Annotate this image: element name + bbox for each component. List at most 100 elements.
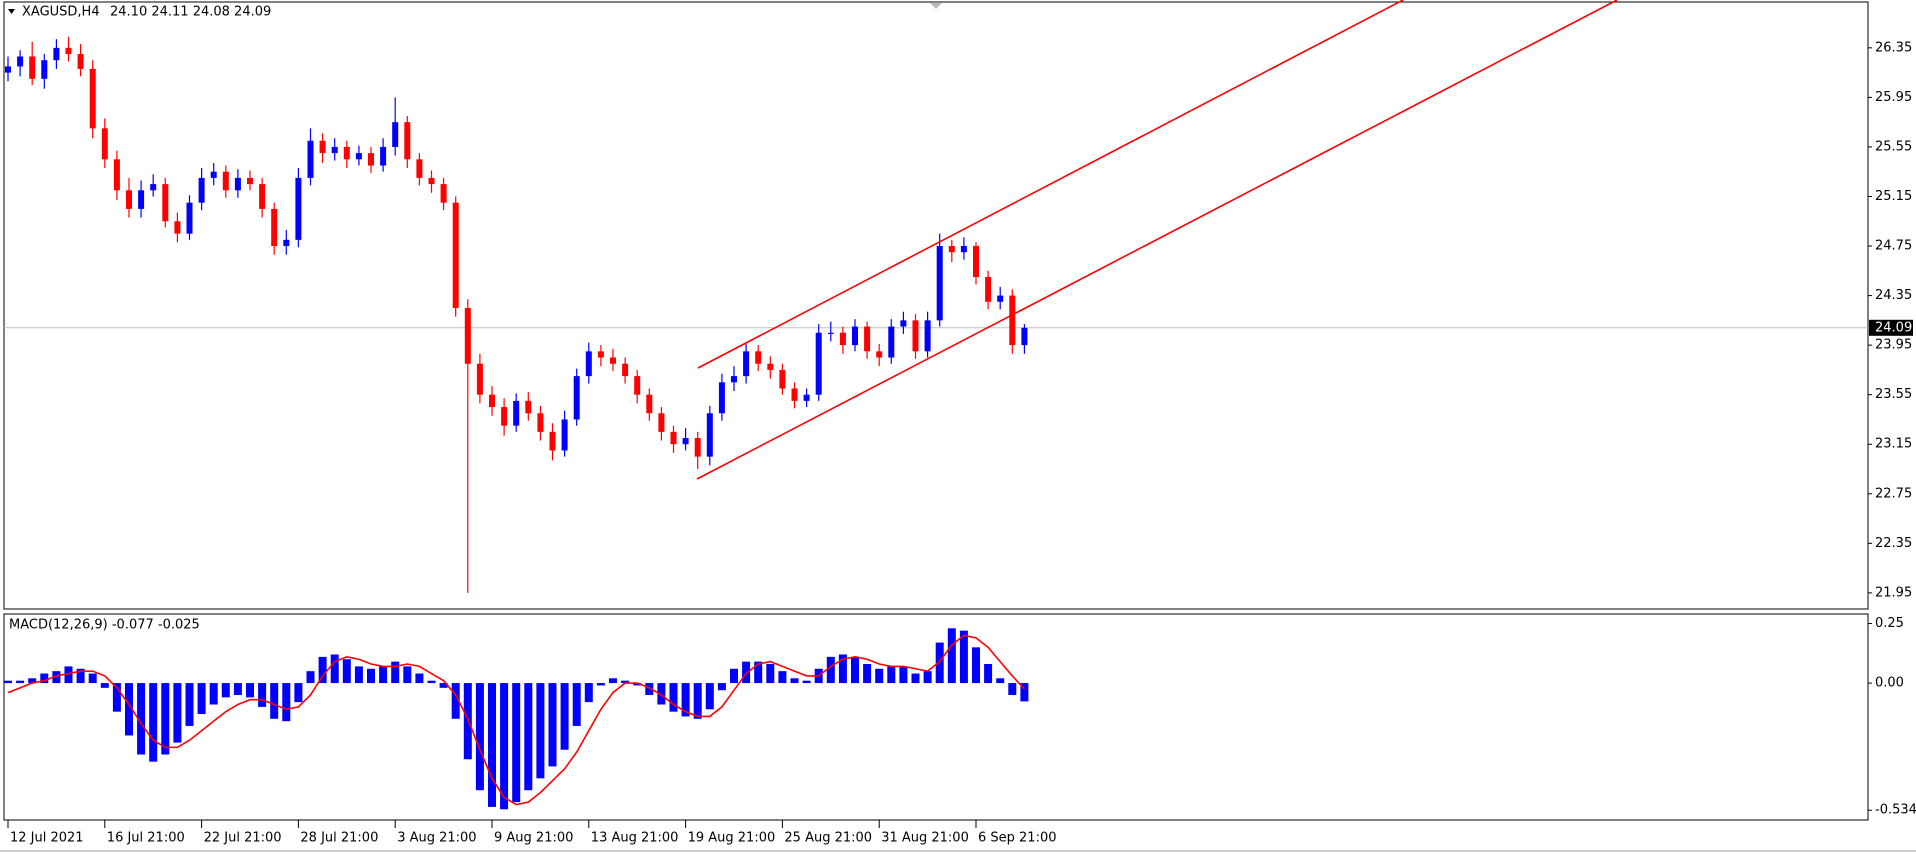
candle-body — [779, 369, 786, 389]
candle-body — [561, 419, 568, 451]
macd-bar — [125, 683, 133, 736]
candle-body — [912, 320, 919, 352]
candle-body — [476, 363, 483, 395]
macd-bar — [88, 673, 97, 684]
macd-bar — [633, 683, 642, 686]
macd-bar — [52, 671, 61, 684]
candle-body — [319, 140, 326, 154]
candle-body — [138, 190, 145, 209]
macd-bar — [391, 661, 400, 684]
channel — [696, 0, 1618, 480]
candle-body — [501, 407, 508, 426]
macd-bar — [173, 683, 182, 743]
x-tick-label: 12 Jul 2021 — [10, 831, 84, 846]
candle-body — [513, 400, 520, 426]
candle-body — [150, 184, 157, 191]
candle-body — [1009, 295, 1016, 346]
macd-bar — [996, 678, 1005, 684]
macd-bar — [560, 683, 569, 750]
y-tick-label: -0.534 — [1875, 803, 1916, 818]
candle-body — [222, 171, 229, 191]
macd-bar — [645, 683, 654, 695]
candle-body — [839, 332, 846, 346]
candle-body — [549, 431, 556, 451]
candle-body — [89, 68, 96, 129]
ohlc-label: 24.10 24.11 24.08 24.09 — [110, 5, 271, 20]
macd-bar — [282, 683, 291, 722]
macd-bar — [621, 680, 630, 684]
x-tick-label: 6 Sep 21:00 — [978, 831, 1057, 846]
macd-bar — [875, 668, 884, 684]
macd-bar — [972, 647, 980, 684]
macd-bar — [911, 673, 920, 684]
candle-body — [815, 332, 822, 395]
macd-bar — [536, 683, 545, 779]
menu-arrow — [8, 9, 15, 14]
candle-body — [5, 66, 11, 73]
macd-bar — [112, 683, 121, 712]
x-tick-label: 13 Aug 21:00 — [591, 831, 679, 846]
price-panel — [3, 1, 1869, 610]
y-tick-label: 25.55 — [1875, 139, 1912, 154]
macd-bar — [149, 683, 158, 762]
y-tick-label: 22.75 — [1875, 486, 1912, 501]
macd-bar — [512, 683, 521, 803]
macd-bar — [766, 664, 775, 684]
macd-bar — [463, 683, 472, 760]
candle-body — [985, 277, 992, 302]
macd-bar — [403, 666, 412, 684]
candle-body — [295, 177, 302, 240]
x-tick-label: 22 Jul 21:00 — [204, 831, 282, 846]
macd-bar — [754, 661, 763, 684]
candle-body — [210, 171, 217, 178]
macd-bar — [826, 656, 835, 684]
candle-body — [731, 376, 737, 383]
macd-bar — [717, 683, 726, 691]
x-tick-label: 25 Aug 21:00 — [784, 831, 872, 846]
candle-body — [525, 400, 532, 414]
macd-bar — [705, 683, 714, 710]
shift-marker — [930, 3, 942, 9]
macd-bar — [693, 683, 702, 719]
y-tick-label: 0.25 — [1875, 616, 1904, 631]
macd-panel — [3, 613, 1869, 821]
candle-body — [827, 332, 834, 334]
candle-body — [247, 177, 253, 185]
candle-body — [174, 221, 181, 234]
candle-body — [646, 394, 653, 414]
candle-body — [694, 438, 701, 457]
x-tick-label: 16 Jul 21:00 — [107, 831, 185, 846]
candle-body — [791, 388, 798, 401]
y-tick-label: 25.15 — [1875, 189, 1912, 204]
macd-bar — [1020, 683, 1029, 702]
candle-body — [718, 382, 725, 414]
macd-bar — [415, 673, 424, 684]
candle-body — [65, 47, 72, 55]
candle-body — [1021, 327, 1028, 346]
macd-bar — [16, 680, 25, 684]
macd-bar — [681, 683, 690, 717]
macd-bar — [64, 666, 73, 684]
candle-body — [416, 159, 423, 178]
macd-bar — [451, 683, 460, 719]
price-tag-bg — [1869, 319, 1913, 336]
channel-lower — [696, 0, 1618, 480]
candle-body — [113, 159, 120, 191]
macd-bar — [294, 683, 303, 703]
candle-body — [452, 202, 459, 308]
macd-bar — [427, 680, 436, 684]
y-tick-label: 22.35 — [1875, 536, 1912, 551]
candle-body — [852, 326, 858, 346]
candle-body — [77, 54, 84, 69]
macd-bar — [838, 654, 847, 684]
macd-bar — [500, 683, 509, 810]
candle-body — [973, 246, 979, 278]
macd-bar — [899, 666, 908, 684]
x-tick-label: 3 Aug 21:00 — [397, 831, 476, 846]
candle-body — [101, 128, 108, 160]
y-tick-label: 21.95 — [1875, 585, 1912, 600]
candle-body — [489, 394, 495, 408]
macd-bar — [342, 659, 351, 684]
candle-body — [803, 394, 810, 401]
x-tick-label: 28 Jul 21:00 — [300, 831, 378, 846]
